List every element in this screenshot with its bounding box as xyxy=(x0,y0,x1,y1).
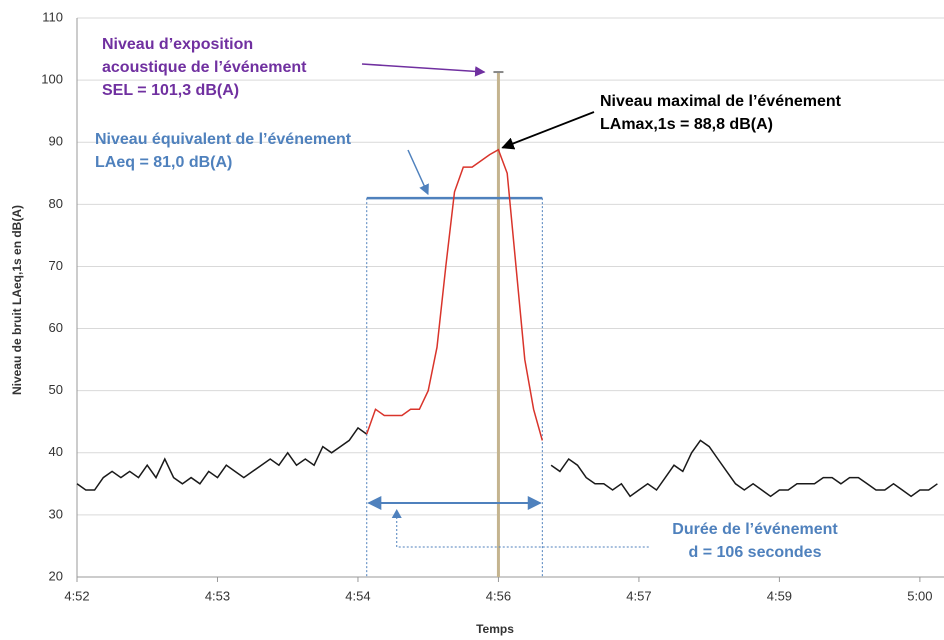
lamax-annotation: LAmax,1s = 88,8 dB(A) xyxy=(600,116,773,133)
sel-annotation: SEL = 101,3 dB(A) xyxy=(102,82,239,99)
y-axis-label: Niveau de bruit LAeq,1s en dB(A) xyxy=(10,205,24,395)
x-tick-label: 4:53 xyxy=(205,588,230,603)
x-tick-label: 4:52 xyxy=(64,588,89,603)
series-line xyxy=(365,148,544,441)
x-tick-label: 4:59 xyxy=(767,588,792,603)
duration-annotation: d = 106 secondes xyxy=(689,544,822,561)
y-tick-label: 100 xyxy=(41,72,63,87)
duration-leader-head xyxy=(391,509,402,518)
lamax-arrow xyxy=(501,111,595,150)
sel-arrow xyxy=(361,63,486,77)
series-line xyxy=(76,426,368,491)
y-tick-label: 50 xyxy=(49,382,63,397)
laeq-annotation: LAeq = 81,0 dB(A) xyxy=(95,154,232,171)
y-tick-label: 70 xyxy=(49,258,63,273)
y-tick-label: 90 xyxy=(49,134,63,149)
y-tick-label: 20 xyxy=(49,568,63,583)
y-tick-label: 80 xyxy=(49,196,63,211)
y-tick-label: 60 xyxy=(49,320,63,335)
duration-annotation: Durée de l’événement xyxy=(672,521,838,538)
duration-leader xyxy=(396,513,650,548)
x-axis-label: Temps xyxy=(476,622,514,636)
laeq-annotation: Niveau équivalent de l’événement xyxy=(95,131,352,148)
x-tick-label: 4:54 xyxy=(345,588,370,603)
sel-annotation: Niveau d’exposition xyxy=(102,36,253,53)
x-tick-label: 4:56 xyxy=(486,588,511,603)
lamax-annotation: Niveau maximal de l’événement xyxy=(600,93,842,110)
series-line xyxy=(550,439,938,498)
sel-annotation: acoustique de l’événement xyxy=(102,59,307,76)
y-tick-label: 30 xyxy=(49,506,63,521)
x-tick-label: 5:00 xyxy=(907,588,932,603)
laeq-arrow xyxy=(407,149,429,196)
y-tick-label: 110 xyxy=(42,9,63,24)
x-tick-label: 4:57 xyxy=(626,588,651,603)
y-tick-label: 40 xyxy=(49,444,63,459)
